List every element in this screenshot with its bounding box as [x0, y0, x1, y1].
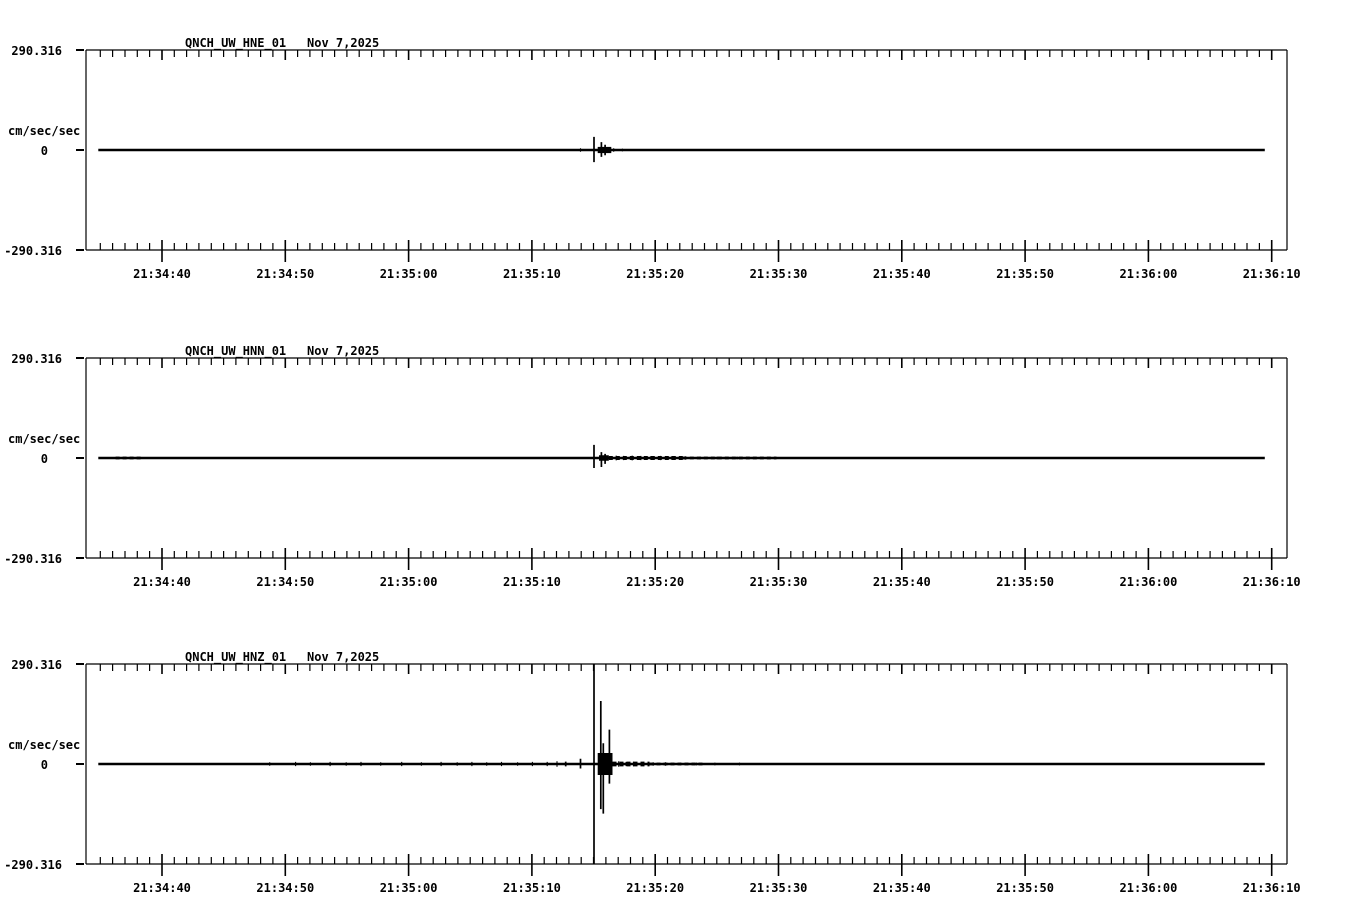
- y-max-label: 290.316: [11, 352, 62, 366]
- y-units-label: cm/sec/sec: [8, 738, 80, 752]
- x-tick-label: 21:35:10: [503, 881, 561, 895]
- x-tick-label: 21:36:00: [1120, 881, 1178, 895]
- x-tick-label: 21:34:50: [256, 575, 314, 589]
- major-ticks: [161, 664, 1273, 876]
- y-min-label: -290.316: [4, 552, 62, 566]
- x-tick-label: 21:36:10: [1243, 881, 1301, 895]
- waveform-chart-hne: 21:34:40 21:34:50 21:35:00 21:35:10 21:35:20…: [4, 36, 1300, 281]
- x-tick-label: 21:35:20: [626, 267, 684, 281]
- x-tick-label: 21:35:40: [873, 267, 931, 281]
- minor-ticks: [99, 50, 1260, 250]
- x-tick-label: 21:36:00: [1120, 575, 1178, 589]
- y-units-label: cm/sec/sec: [8, 432, 80, 446]
- x-tick-label: 21:35:00: [380, 267, 438, 281]
- x-tick-label: 21:35:10: [503, 575, 561, 589]
- y-zero-label: 0: [41, 452, 48, 466]
- trace-noise-ticks: [579, 148, 632, 152]
- date-label: Nov 7,2025: [307, 36, 379, 50]
- date-label: Nov 7,2025: [307, 344, 379, 358]
- station-label: QNCH_UW_HNZ_01: [185, 650, 286, 665]
- x-tick-label: 21:35:10: [503, 267, 561, 281]
- station-label: QNCH_UW_HNN_01: [185, 344, 286, 359]
- x-tick-label: 21:34:40: [133, 881, 191, 895]
- y-level-dashes: [76, 49, 84, 251]
- x-tick-label: 21:35:50: [996, 267, 1054, 281]
- x-tick-label: 21:34:50: [256, 881, 314, 895]
- x-tick-label: 21:35:20: [626, 575, 684, 589]
- event-spikes: [593, 136, 606, 163]
- x-tick-label: 21:34:40: [133, 267, 191, 281]
- y-zero-label: 0: [41, 144, 48, 158]
- y-units-label: cm/sec/sec: [8, 124, 80, 138]
- x-tick-label: 21:35:30: [750, 267, 808, 281]
- x-tick-label: 21:35:40: [873, 575, 931, 589]
- y-max-label: 290.316: [11, 658, 62, 672]
- event-spikes: [593, 444, 606, 468]
- x-tick-label: 21:34:50: [256, 267, 314, 281]
- plot-frame: [85, 49, 1288, 251]
- trace-noise-ticks: [615, 455, 833, 461]
- minor-ticks: [99, 664, 1260, 864]
- x-tick-label: 21:34:40: [133, 575, 191, 589]
- waveform-chart-hnn: 21:34:40 21:34:50 21:35:00 21:35:10 21:35:20…: [4, 344, 1300, 589]
- y-min-label: -290.316: [4, 244, 62, 258]
- waveform-chart-hnz: 21:34:40 21:34:50 21:35:00 21:35:10 21:35:20…: [4, 650, 1300, 895]
- x-tick-label: 21:35:00: [380, 881, 438, 895]
- x-tick-label: 21:35:40: [873, 881, 931, 895]
- x-tick-label: 21:36:00: [1120, 267, 1178, 281]
- y-min-label: -290.316: [4, 858, 62, 872]
- x-tick-label: 21:35:00: [380, 575, 438, 589]
- x-tick-label: 21:36:10: [1243, 575, 1301, 589]
- minor-ticks: [99, 358, 1260, 558]
- x-tick-label: 21:35:50: [996, 575, 1054, 589]
- x-tick-label: 21:35:30: [750, 881, 808, 895]
- major-ticks: [161, 50, 1273, 262]
- x-tick-label: 21:36:10: [1243, 267, 1301, 281]
- y-level-dashes: [76, 357, 84, 559]
- station-label: QNCH_UW_HNE_01: [185, 36, 286, 51]
- date-label: Nov 7,2025: [307, 650, 379, 664]
- plot-frame: [85, 357, 1288, 559]
- major-ticks: [161, 358, 1273, 570]
- x-tick-label: 21:35:30: [750, 575, 808, 589]
- y-zero-label: 0: [41, 758, 48, 772]
- x-tick-label: 21:35:20: [626, 881, 684, 895]
- event-spikes: [564, 664, 611, 864]
- x-tick-label: 21:35:50: [996, 881, 1054, 895]
- trace-noise-ticks: [269, 761, 765, 767]
- plot-frame: [85, 663, 1288, 865]
- y-level-dashes: [76, 663, 84, 865]
- y-max-label: 290.316: [11, 44, 62, 58]
